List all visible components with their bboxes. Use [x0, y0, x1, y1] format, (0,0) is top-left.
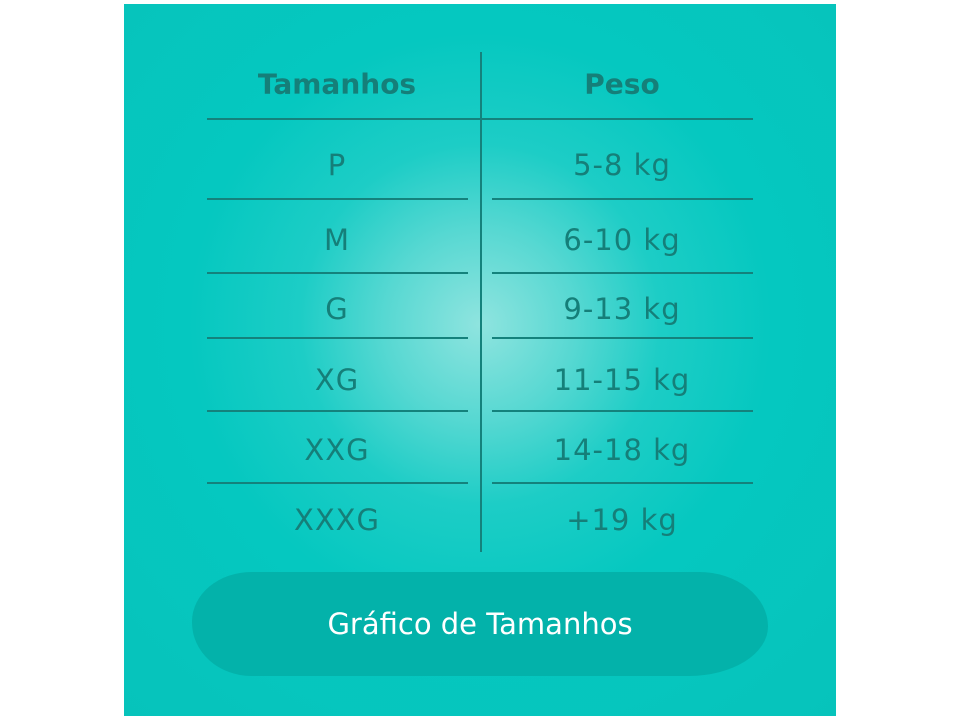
row-divider [492, 198, 753, 200]
header-weight: Peso [584, 67, 660, 101]
row-divider [492, 337, 753, 339]
row-divider [207, 272, 468, 274]
weight-cell: +19 kg [566, 503, 678, 537]
column-divider [480, 52, 482, 552]
size-cell: P [327, 148, 347, 182]
size-cell: XXXG [293, 503, 381, 537]
weight-cell: 6-10 kg [563, 223, 681, 257]
banner-title: Gráfico de Tamanhos [327, 607, 633, 641]
size-cell: G [325, 292, 349, 326]
weight-cell: 9-13 kg [563, 292, 681, 326]
row-divider [492, 482, 753, 484]
row-divider [207, 410, 468, 412]
row-divider [492, 272, 753, 274]
header-divider [207, 118, 753, 120]
title-banner: Gráfico de Tamanhos [192, 572, 768, 676]
weight-cell: 14-18 kg [553, 433, 691, 467]
row-divider [207, 337, 468, 339]
weight-cell: 11-15 kg [553, 363, 691, 397]
row-divider [207, 198, 468, 200]
size-cell: M [323, 223, 351, 257]
weight-cell: 5-8 kg [573, 148, 671, 182]
row-divider [207, 482, 468, 484]
size-cell: XG [314, 363, 360, 397]
row-divider [492, 410, 753, 412]
header-sizes: Tamanhos [257, 67, 417, 101]
size-cell: XXG [304, 433, 370, 467]
